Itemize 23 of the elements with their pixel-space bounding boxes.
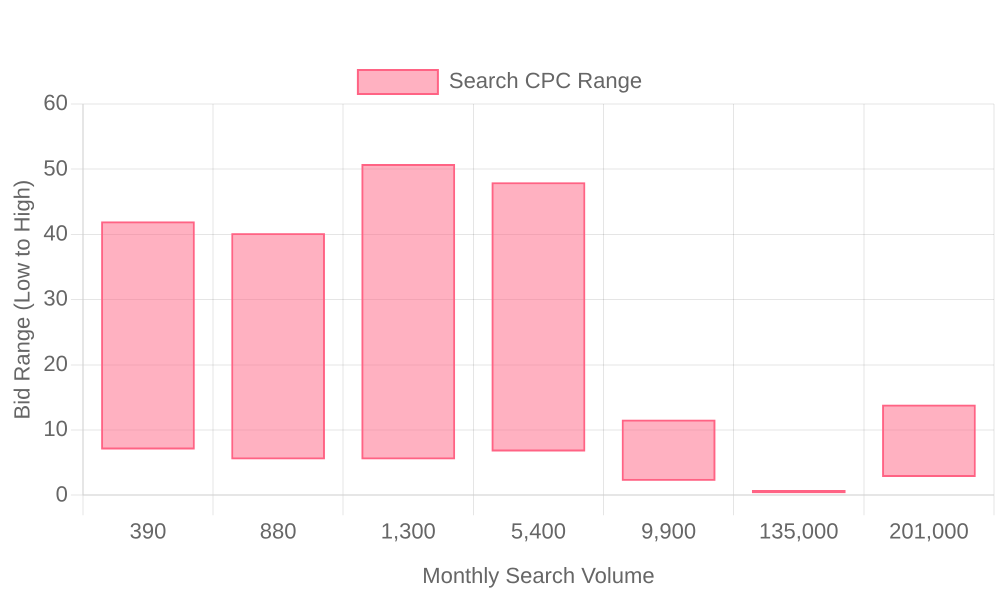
- x-tick-label: 9,900: [641, 518, 696, 544]
- y-tick-label: 10: [43, 416, 68, 442]
- bar: [622, 420, 716, 481]
- y-tick-label: 40: [43, 220, 68, 246]
- x-tick-label: 880: [260, 518, 296, 544]
- bar: [882, 404, 976, 477]
- bar: [752, 490, 846, 494]
- y-tick-label: 60: [43, 90, 68, 116]
- x-tick-label: 5,400: [510, 518, 566, 544]
- bar: [361, 164, 456, 460]
- x-tick-label: 201,000: [889, 518, 969, 544]
- x-axis-title: Monthly Search Volume: [422, 562, 655, 588]
- y-tick-label: 20: [43, 350, 68, 376]
- x-tick-label: 1,300: [380, 518, 436, 544]
- x-tick-label: 390: [130, 518, 166, 544]
- y-tick-label: 50: [43, 155, 68, 180]
- y-axis-title: Bid Range (Low to High): [9, 180, 34, 420]
- y-tick-label: 0: [56, 481, 68, 506]
- bar: [231, 233, 325, 460]
- x-tick-label: 135,000: [758, 518, 839, 544]
- bar: [101, 221, 195, 450]
- legend-label: Search CPC Range: [448, 68, 642, 94]
- y-tick-label: 30: [43, 286, 68, 311]
